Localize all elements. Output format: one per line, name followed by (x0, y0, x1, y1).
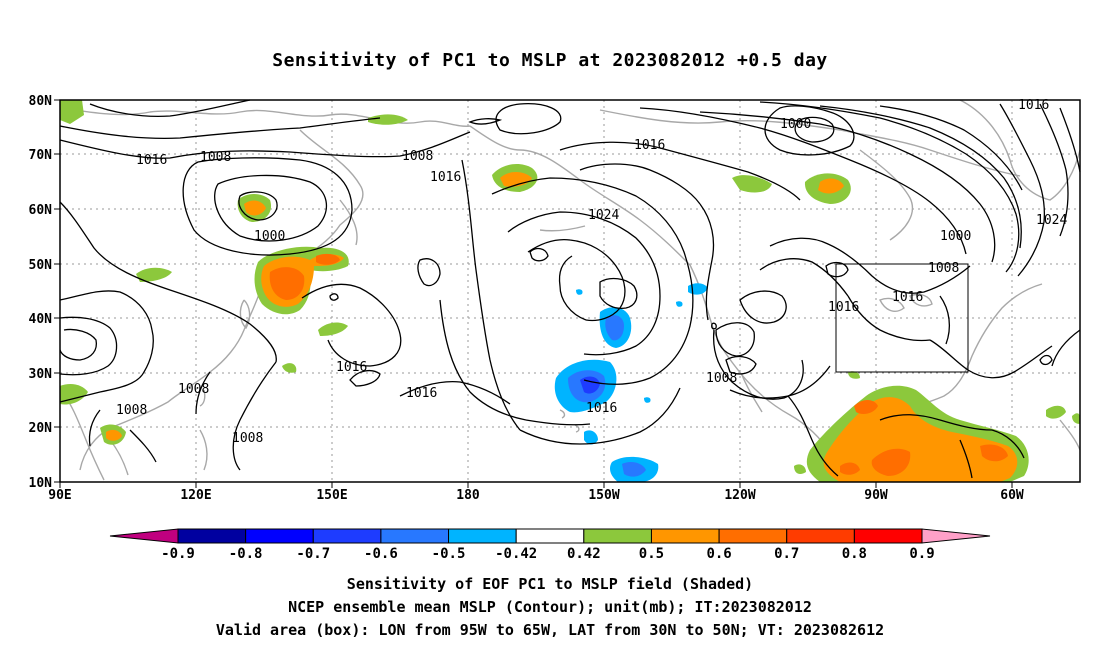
contour-label: 1016 (430, 170, 461, 185)
colorbar-cell (312, 528, 382, 544)
map-title: Sensitivity of PC1 to MSLP at 2023082012… (272, 50, 828, 71)
contour-labels: 1016 1008 1008 1016 1000 1016 1024 1000 … (116, 98, 1067, 446)
lat-label: 30N (29, 367, 53, 382)
contour-label: 1016 (828, 300, 859, 315)
colorbar-label: -0.7 (296, 546, 330, 562)
valid-area-box (835, 263, 969, 373)
sensitivity-shading (60, 100, 1080, 482)
coastlines (59, 99, 1081, 481)
colorbar-label: -0.6 (364, 546, 398, 562)
contour-label: 1000 (940, 229, 971, 244)
contour-label: 1000 (254, 229, 285, 244)
contour-label: 1008 (178, 382, 209, 397)
colorbar-cell (853, 528, 923, 544)
lon-label: 120W (724, 488, 755, 503)
lat-label: 10N (29, 476, 53, 491)
colorbar-cell (177, 528, 247, 544)
contour-label: 1016 (136, 153, 167, 168)
lon-label: 90E (48, 488, 71, 503)
colorbar: -0.9 -0.8 -0.7 -0.6 -0.5 -0.42 0.42 0.5 0.6 0.7 0.… (109, 528, 991, 562)
map-frame (59, 99, 1081, 483)
caption-contour: NCEP ensemble mean MSLP (Contour); unit(… (288, 598, 812, 616)
contour-label: 1000 (780, 117, 811, 132)
contour-label: 1016 (634, 138, 665, 153)
lon-label: 60W (1000, 488, 1024, 503)
colorbar-label: -0.9 (161, 546, 195, 562)
contour-label: 1024 (1036, 213, 1067, 228)
colorbar-cell (718, 528, 788, 544)
lon-label: 150W (588, 488, 619, 503)
lat-label: 40N (29, 312, 53, 327)
colorbar-label: 0.7 (774, 546, 799, 562)
contour-label: 1024 (588, 208, 619, 223)
contour-label: 1008 (402, 149, 433, 164)
lat-label: 60N (29, 203, 53, 218)
contour-label: 1008 (928, 261, 959, 276)
colorbar-cell (650, 528, 720, 544)
colorbar-cell (245, 528, 314, 544)
contour-label: 1016 (336, 360, 367, 375)
colorbar-right-arrow (921, 528, 991, 544)
mslp-contours (59, 99, 1081, 479)
colorbar-label: 0.8 (842, 546, 867, 562)
contour-label: 1008 (200, 150, 231, 165)
lon-label: 90W (864, 488, 888, 503)
colorbar-cell (448, 528, 517, 544)
lon-label: 120E (180, 488, 211, 503)
lat-label: 80N (29, 94, 53, 109)
lat-label: 70N (29, 148, 53, 163)
colorbar-label: 0.9 (909, 546, 934, 562)
contour-label: 1016 (586, 401, 617, 416)
colorbar-label: -0.8 (229, 546, 263, 562)
colorbar-label: 0.5 (639, 546, 664, 562)
colorbar-label: 0.6 (706, 546, 731, 562)
lon-label: 180 (456, 488, 480, 503)
colorbar-cell (380, 528, 450, 544)
latitude-axis: 80N 70N 60N 50N 40N 30N 20N 10N (29, 94, 60, 491)
colorbar-cell (515, 528, 585, 544)
lon-label: 150E (316, 488, 347, 503)
graticule (60, 100, 1080, 482)
caption-valid-area: Valid area (box): LON from 95W to 65W, L… (215, 621, 885, 639)
contour-label: 1016 (892, 290, 923, 305)
contour-label: 1008 (232, 431, 263, 446)
colorbar-cell (786, 528, 855, 544)
caption-shaded: Sensitivity of EOF PC1 to MSLP field (Sh… (346, 575, 754, 593)
colorbar-left-arrow (109, 528, 179, 544)
contour-label: 1008 (116, 403, 147, 418)
colorbar-label: -0.42 (495, 546, 537, 562)
contour-label: 1016 (406, 386, 437, 401)
colorbar-cell (583, 528, 652, 544)
lat-label: 50N (29, 258, 53, 273)
longitude-axis: 90E 120E 150E 180 150W 120W 90W 60W (48, 482, 1024, 503)
contour-label: 1016 (1018, 98, 1049, 113)
colorbar-label: -0.5 (432, 546, 466, 562)
colorbar-label: 0.42 (567, 546, 601, 562)
lat-label: 20N (29, 421, 53, 436)
contour-label: 1008 (706, 371, 737, 386)
